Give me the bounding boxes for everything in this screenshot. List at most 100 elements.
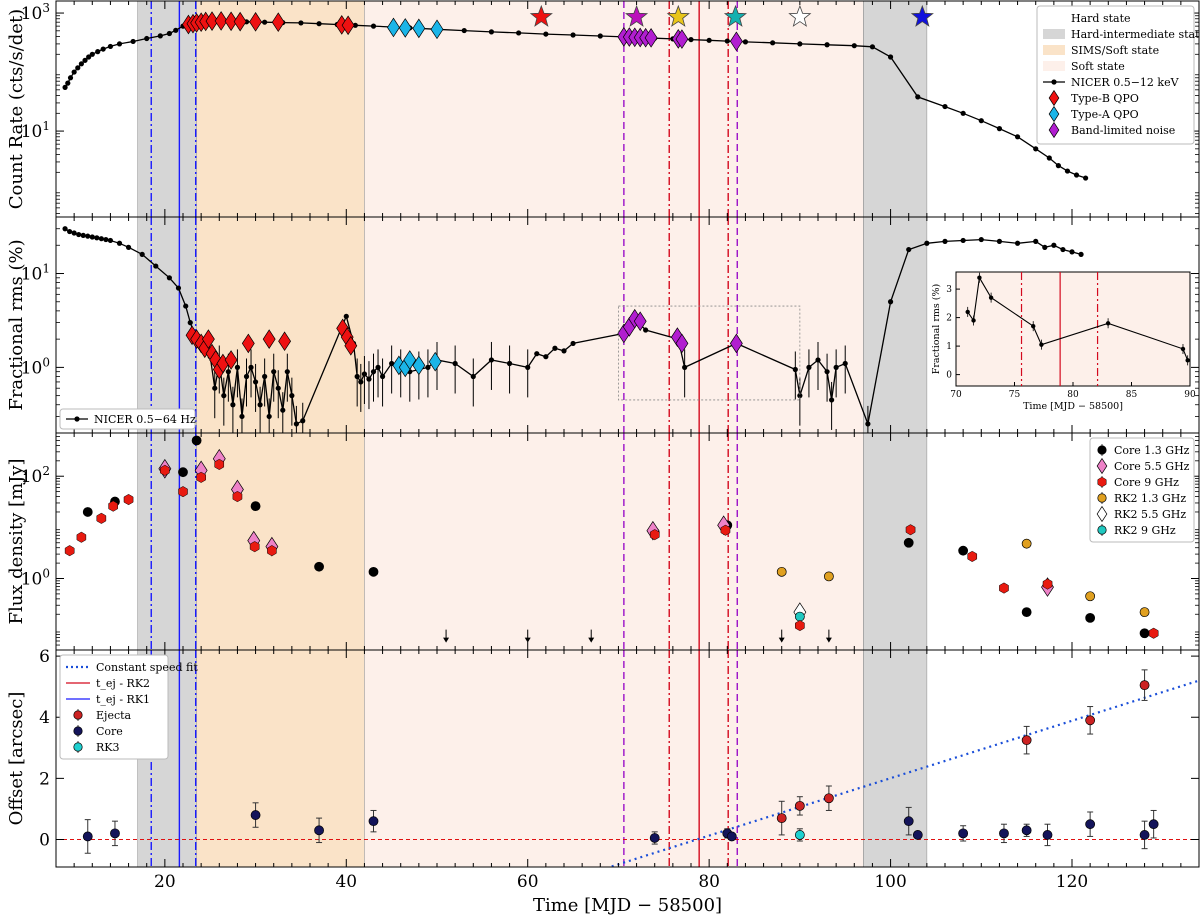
inset-y-tick-label: 1: [946, 342, 952, 352]
legend-marker: [73, 726, 83, 736]
legend-marker: [1048, 105, 1060, 123]
data-point: [1021, 735, 1032, 746]
series-band-limited-noise: [617, 308, 743, 354]
data-point: [239, 413, 245, 420]
data-point: [160, 464, 170, 476]
data-point: [379, 373, 386, 380]
series-nicer-0-5-12-kev: [62, 18, 1089, 181]
data-point: [865, 421, 871, 427]
data-point: [271, 12, 285, 33]
data-point: [597, 33, 603, 39]
data-point: [869, 44, 876, 50]
data-point: [543, 354, 549, 360]
data-point: [978, 236, 984, 243]
data-point: [742, 39, 749, 45]
x-tick-label: 100: [874, 872, 906, 892]
data-point: [361, 371, 368, 377]
inset-data-point: [1185, 358, 1190, 363]
state-band: [364, 217, 864, 433]
inset-x-tick-label: 90: [1184, 390, 1196, 400]
data-point: [903, 816, 914, 827]
state-band: [196, 650, 365, 867]
legend-label: NICER 0.5−64 Hz: [94, 413, 196, 426]
data-point: [525, 364, 531, 370]
data-point: [341, 15, 355, 36]
data-point: [64, 545, 75, 557]
data-point: [644, 28, 658, 48]
data-point: [187, 319, 193, 326]
data-point: [794, 611, 805, 622]
data-point: [125, 244, 132, 250]
data-point: [62, 84, 68, 90]
data-point: [412, 18, 426, 39]
data-point: [191, 435, 202, 446]
data-point: [1021, 825, 1032, 836]
x-axis-label: Time [MJD − 58500]: [533, 895, 722, 916]
data-point: [1055, 163, 1061, 169]
data-point: [797, 393, 803, 399]
data-point: [178, 486, 188, 498]
series-core-9-ghz: [64, 458, 1159, 639]
legend-box: [59, 654, 169, 760]
data-point: [1073, 172, 1080, 178]
data-point: [403, 350, 417, 370]
series-rk2-9-ghz: [794, 611, 805, 622]
data-point: [139, 251, 145, 257]
data-point: [682, 364, 688, 370]
state-star-marker: [723, 4, 748, 27]
y-axis-label: Flux density [mJy]: [6, 458, 27, 624]
data-point: [1042, 578, 1053, 590]
data-point: [1014, 134, 1021, 140]
legend-swatch: [1043, 29, 1065, 39]
inset-data-point: [988, 295, 994, 300]
series-rk3: [794, 828, 805, 842]
legend-label: RK3: [96, 741, 120, 754]
state-band: [196, 433, 365, 650]
data-point: [794, 830, 805, 840]
data-point: [107, 43, 114, 50]
data-point: [534, 351, 540, 357]
data-point: [89, 234, 95, 240]
inset-data-point: [1031, 323, 1036, 329]
data-point: [110, 828, 120, 839]
upper-limit-arrowhead: [778, 637, 785, 643]
data-point: [552, 345, 558, 351]
data-point: [370, 23, 377, 29]
state-star-marker: [666, 4, 690, 27]
data-point: [144, 35, 150, 42]
data-point: [300, 418, 306, 424]
data-point: [488, 29, 495, 35]
inset-plot: 70 75 80 85 90 0 1 2 3 Time [MJD − 58500] Fraction…: [931, 271, 1196, 412]
data-point: [225, 369, 231, 375]
legend-marker: [1096, 457, 1108, 475]
inset-zoom-region: [618, 305, 801, 401]
inset-data-point: [1039, 342, 1044, 347]
data-point: [561, 348, 567, 354]
state-band: [364, 433, 864, 650]
data-point: [221, 393, 227, 399]
upper-limit-arrowhead: [588, 637, 595, 643]
data-point: [1148, 819, 1159, 830]
data-point: [82, 507, 93, 517]
legend-marker: [1097, 525, 1107, 535]
data-point: [924, 240, 930, 246]
panel-frame: [55, 649, 1200, 868]
legend-label: Core 9 GHz: [1114, 476, 1179, 489]
series-band-limited-noise: [617, 27, 743, 52]
state-star-marker: [624, 4, 649, 27]
data-point: [1046, 155, 1052, 161]
inset-data-point: [971, 318, 976, 323]
legend-marker: [1097, 493, 1107, 503]
data-point: [82, 57, 88, 63]
data-point: [214, 458, 225, 470]
data-point: [960, 110, 966, 116]
data-point: [649, 833, 660, 843]
inset-x-tick-label: 75: [1009, 390, 1021, 400]
data-point: [824, 369, 830, 375]
data-point: [776, 813, 787, 823]
inset-data-point: [965, 309, 970, 315]
legend-label: RK2 9 GHz: [1114, 524, 1176, 537]
data-point: [960, 237, 966, 244]
legend-label: Type-A QPO: [1071, 108, 1139, 121]
